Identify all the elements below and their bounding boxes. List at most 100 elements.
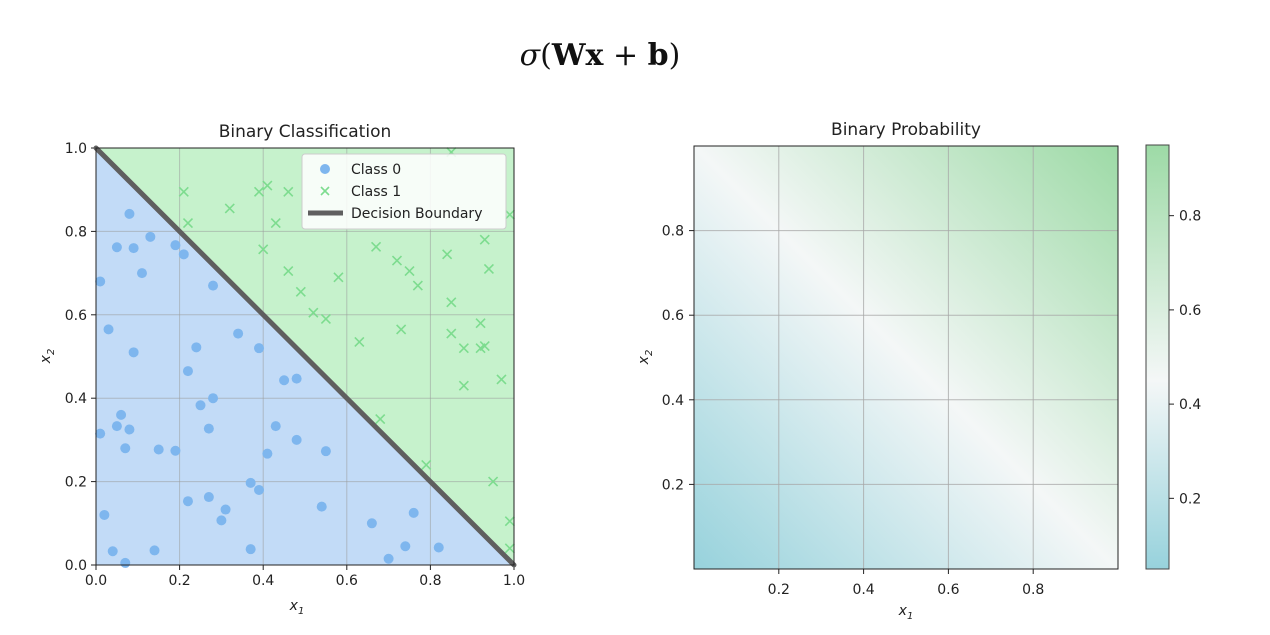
y-axis-var: x	[38, 354, 54, 364]
class0-point	[203, 492, 214, 503]
class1-point	[182, 217, 194, 229]
colorbar-tick-label: 0.6	[1179, 303, 1201, 319]
class0-point	[245, 477, 256, 488]
y-tick-label: 0.4	[662, 393, 684, 409]
class0-point	[366, 518, 377, 529]
class0-point	[245, 544, 256, 555]
class1-point	[504, 516, 515, 527]
class0-point	[203, 423, 214, 434]
classification-title: Binary Classification	[219, 122, 392, 142]
class1-point	[354, 336, 365, 347]
class1-point	[479, 234, 490, 245]
class0-point	[103, 324, 114, 335]
y-axis-var: x	[636, 355, 652, 365]
x-tick-label: 0.6	[336, 573, 358, 589]
x-tick-label: 0.8	[1022, 582, 1044, 598]
class1-point	[496, 374, 507, 385]
probability-chart: Binary Probability 0.2 0.4 0.6 0.8 0.2 0.4 0.6…	[636, 120, 1201, 622]
class1-point	[262, 180, 273, 191]
decision-boundary-line	[93, 145, 517, 568]
y-tick-label: 0.6	[65, 308, 87, 324]
class1-point	[442, 249, 453, 260]
class1-point	[412, 280, 423, 291]
y-tick-label: 0.4	[65, 391, 87, 407]
class1-point	[270, 217, 281, 229]
class1-point	[446, 328, 457, 339]
classification-chart: Binary Classification 0.0 0.2 0.4 0.6 0.8 1.0…	[38, 122, 525, 617]
class0-point	[262, 448, 273, 459]
x-tick-label: 0.4	[852, 582, 874, 598]
x-axis-var: x	[289, 598, 299, 614]
formula-sigma: σ	[519, 38, 541, 73]
class0-point	[111, 242, 122, 253]
probability-x-axis-label: x1	[898, 603, 914, 622]
class0-point	[153, 444, 164, 455]
class0-point	[95, 428, 106, 439]
class1-point	[488, 476, 499, 487]
classification-y-axis-label: x2	[38, 349, 57, 365]
x-tick-label: 0.2	[168, 573, 190, 589]
class0-point	[124, 424, 135, 435]
class0-point	[120, 443, 131, 454]
class1-point	[391, 255, 403, 266]
class0-point	[291, 373, 302, 384]
y-axis-sub: 2	[46, 349, 57, 355]
x-axis-var: x	[898, 603, 908, 619]
class0-point	[182, 496, 193, 507]
formula-close-paren: )	[668, 38, 681, 73]
class0-point	[316, 501, 327, 512]
class0-point	[291, 434, 302, 445]
class1-point	[370, 241, 382, 252]
class0-point	[254, 343, 265, 354]
class1-point	[404, 265, 415, 277]
svg-text:x1: x1	[898, 603, 914, 622]
class0-point	[124, 208, 135, 219]
class0-point	[170, 240, 181, 251]
class0-point	[254, 484, 265, 495]
class0-point	[191, 342, 202, 353]
class0-point	[128, 243, 139, 254]
classification-x-axis-label: x1	[289, 598, 305, 617]
y-axis-sub: 2	[644, 350, 655, 356]
y-tick-label: 0.2	[662, 477, 684, 493]
class1-point	[446, 297, 457, 308]
y-tick-label: 1.0	[65, 141, 87, 157]
class1-point	[283, 186, 294, 197]
x-tick-label: 0.4	[252, 573, 274, 589]
class1-point	[504, 209, 515, 220]
class0-point	[107, 546, 118, 557]
class0-point	[383, 553, 394, 564]
class0-point	[178, 249, 189, 260]
class0-point	[220, 504, 231, 515]
legend-class0-marker	[320, 164, 330, 174]
legend-class1-marker	[320, 186, 330, 196]
class0-point	[95, 276, 106, 287]
formula-input: x	[585, 38, 604, 73]
class1-point	[333, 272, 344, 283]
y-tick-label: 0.0	[65, 558, 87, 574]
class1-point	[308, 307, 319, 318]
class0-point	[170, 445, 181, 456]
class1-point	[458, 380, 469, 391]
class1-point	[178, 186, 189, 197]
class0-point	[400, 541, 411, 552]
class0-point	[182, 366, 193, 377]
class1-point	[458, 343, 469, 354]
classification-frame	[95, 147, 515, 566]
probability-heatmap	[694, 146, 1118, 569]
class0-point	[120, 557, 131, 568]
svg-text:x2: x2	[636, 350, 655, 366]
colorbar-tick-label: 0.8	[1179, 209, 1201, 225]
class1-point	[479, 341, 490, 352]
probability-plot-area: 0.2 0.4 0.6 0.8 0.2 0.4 0.6 0.8	[662, 145, 1119, 598]
class1-point	[253, 186, 265, 197]
class1-point	[483, 263, 494, 274]
colorbar-tick-label: 0.4	[1179, 397, 1201, 413]
colorbar-ticks: 0.2 0.4 0.6 0.8	[1169, 209, 1201, 507]
x-tick-label: 1.0	[503, 573, 525, 589]
formula-weight: W	[551, 38, 586, 73]
class0-point	[408, 507, 419, 518]
class0-point	[195, 400, 206, 411]
probability-title: Binary Probability	[831, 120, 981, 140]
